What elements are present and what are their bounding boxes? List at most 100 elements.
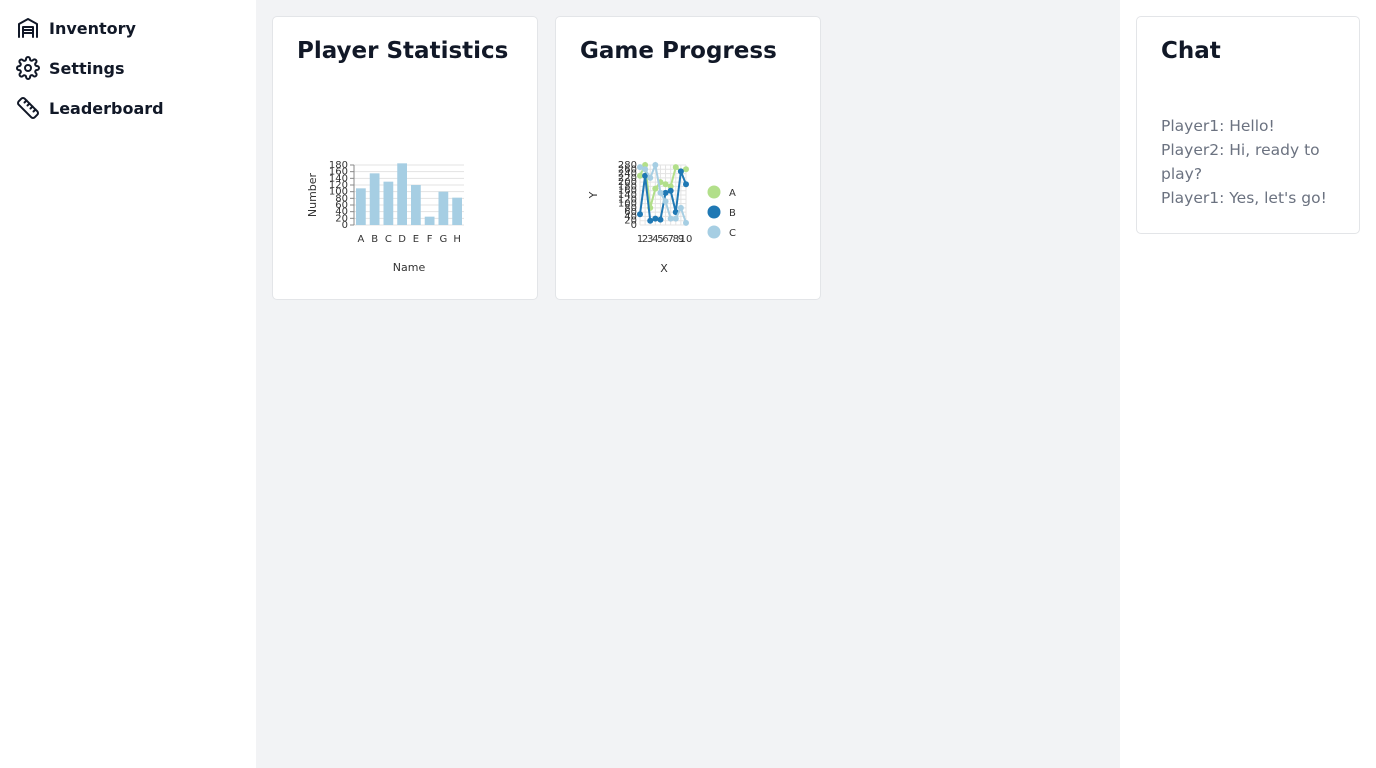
x-tick-label: 2 xyxy=(642,234,648,245)
x-tick-label: 10 xyxy=(680,234,693,245)
y-tick-label: 80 xyxy=(624,203,637,214)
chat-card: Chat Player1: Hello! Player2: Hi, ready … xyxy=(1136,16,1360,234)
y-tick-label: 60 xyxy=(335,200,348,211)
data-point xyxy=(642,172,649,179)
bar xyxy=(411,185,421,225)
data-point xyxy=(672,164,679,171)
data-point xyxy=(683,219,689,226)
series-line xyxy=(639,161,687,224)
x-axis-label: X xyxy=(660,262,668,275)
y-tick-label: 280 xyxy=(618,160,637,171)
data-point xyxy=(652,162,659,168)
legend-label: B xyxy=(729,208,736,219)
bar xyxy=(424,216,435,225)
bar xyxy=(383,181,394,225)
y-axis-label: Y xyxy=(587,191,600,199)
data-point xyxy=(642,166,649,173)
y-tick-label: 0 xyxy=(342,220,348,231)
card-title: Game Progress xyxy=(580,38,777,64)
ruler-icon xyxy=(16,96,40,120)
legend-label: C xyxy=(729,228,736,239)
chat-title: Chat xyxy=(1161,38,1221,64)
legend-swatch xyxy=(707,225,721,239)
data-point xyxy=(662,198,669,205)
chat-message: Player2: Hi, ready to play? xyxy=(1161,141,1320,183)
legend-swatch xyxy=(707,185,721,199)
warehouse-icon xyxy=(16,16,40,40)
sidebar-item-inventory[interactable]: Inventory xyxy=(16,16,136,40)
y-tick-label: 180 xyxy=(618,181,637,192)
sidebar-item-leaderboard[interactable]: Leaderboard xyxy=(16,96,164,120)
sidebar: Inventory Settings Leaderboard xyxy=(0,0,256,768)
data-point xyxy=(677,204,684,211)
y-tick-label: 80 xyxy=(335,193,348,204)
data-point xyxy=(637,164,643,171)
sidebar-item-settings[interactable]: Settings xyxy=(16,56,125,80)
data-point xyxy=(677,168,684,175)
main-content: Player Statistics 0 20 40 60 80 100 120 140 160 1… xyxy=(256,0,1120,768)
series-line xyxy=(639,171,687,223)
x-tick-label: 8 xyxy=(673,234,679,245)
x-tick-label: 9 xyxy=(678,234,684,245)
player-statistics-card: Player Statistics 0 20 40 60 80 100 120 140 160 1… xyxy=(272,16,538,300)
sidebar-item-label: Leaderboard xyxy=(49,98,164,118)
x-tick-label: A xyxy=(357,234,364,245)
data-point xyxy=(657,216,664,223)
x-tick-label: D xyxy=(398,234,406,245)
game-progress-card: Game Progress 0 20 40 60 80 100 120 140 160 180 20… xyxy=(555,16,821,300)
legend-swatch xyxy=(707,205,721,219)
data-point xyxy=(652,215,659,222)
y-tick-label: 40 xyxy=(624,211,637,222)
data-point xyxy=(637,172,643,179)
data-point xyxy=(662,189,669,196)
bar xyxy=(369,173,380,225)
x-tick-label: 1 xyxy=(637,234,643,245)
y-tick-label: 100 xyxy=(618,199,637,210)
bar xyxy=(438,191,449,225)
y-tick-label: 60 xyxy=(624,207,637,218)
y-tick-label: 240 xyxy=(618,169,637,180)
y-tick-label: 20 xyxy=(335,213,348,224)
x-axis-label: Name xyxy=(393,261,426,274)
y-tick-label: 100 xyxy=(329,187,348,198)
y-tick-label: 200 xyxy=(618,177,637,188)
x-tick-label: 7 xyxy=(667,234,673,245)
x-tick-label: 4 xyxy=(652,234,658,245)
chat-message: Player1: Hello! xyxy=(1161,117,1275,135)
x-tick-label: H xyxy=(453,234,461,245)
y-tick-label: 0 xyxy=(631,220,637,231)
x-tick-label: B xyxy=(371,234,378,245)
data-point xyxy=(667,187,674,194)
data-point xyxy=(662,181,669,188)
sidebar-item-label: Settings xyxy=(49,58,125,78)
data-point xyxy=(672,215,679,222)
gear-icon xyxy=(16,56,40,80)
data-point xyxy=(683,181,689,188)
card-title: Player Statistics xyxy=(297,38,509,64)
data-point xyxy=(642,162,649,168)
y-tick-label: 20 xyxy=(624,216,637,227)
chat-panel: Chat Player1: Hello! Player2: Hi, ready … xyxy=(1120,0,1376,768)
y-axis-label: Number xyxy=(306,172,319,217)
y-tick-label: 180 xyxy=(329,160,348,171)
x-tick-label: 5 xyxy=(657,234,663,245)
legend-label: A xyxy=(729,188,736,199)
x-tick-label: E xyxy=(413,234,419,245)
data-point xyxy=(667,215,674,222)
bar xyxy=(397,163,407,225)
chat-messages: Player1: Hello! Player2: Hi, ready to pl… xyxy=(1161,114,1341,210)
x-tick-label: F xyxy=(427,234,433,245)
x-tick-label: 6 xyxy=(662,234,668,245)
y-tick-label: 120 xyxy=(618,194,637,205)
data-point xyxy=(647,217,654,224)
bar xyxy=(452,197,462,225)
bar xyxy=(356,188,366,225)
data-point xyxy=(652,185,659,192)
data-point xyxy=(647,174,654,181)
chat-message: Player1: Yes, let's go! xyxy=(1161,189,1327,207)
y-tick-label: 160 xyxy=(329,167,348,178)
x-tick-label: C xyxy=(385,234,392,245)
y-tick-label: 120 xyxy=(329,180,348,191)
